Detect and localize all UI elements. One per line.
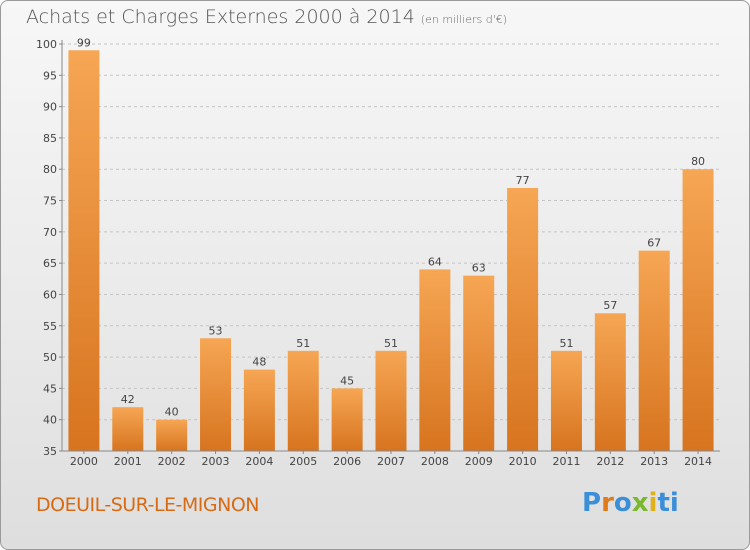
- y-tick-label: 70: [43, 226, 57, 239]
- bar-value-label: 63: [472, 262, 486, 275]
- logo-letter: P: [582, 488, 602, 518]
- bar-value-label: 80: [691, 155, 705, 168]
- x-tick-label: 2005: [289, 455, 317, 468]
- proxiti-logo: Proxiti: [582, 488, 679, 518]
- logo-letter: r: [601, 488, 614, 518]
- y-tick-label: 85: [43, 132, 57, 145]
- bar-value-label: 53: [209, 324, 223, 337]
- bar-value-label: 48: [252, 356, 266, 369]
- bar: [594, 313, 626, 451]
- x-tick-label: 2007: [377, 455, 405, 468]
- y-tick-label: 50: [43, 351, 57, 364]
- bar: [68, 50, 100, 452]
- logo-letter: x: [631, 488, 649, 518]
- bar-value-label: 45: [340, 374, 354, 387]
- bar: [287, 350, 319, 451]
- x-tick-label: 2000: [70, 455, 98, 468]
- x-tick-label: 2011: [552, 455, 580, 468]
- bar: [638, 250, 670, 451]
- x-tick-label: 2004: [245, 455, 273, 468]
- bar: [682, 169, 714, 451]
- bar-value-label: 40: [165, 406, 179, 419]
- y-tick-label: 80: [43, 163, 57, 176]
- bar: [507, 188, 539, 451]
- bar: [550, 350, 582, 451]
- x-tick-label: 2002: [158, 455, 186, 468]
- bar-value-label: 77: [516, 174, 530, 187]
- location-name: DOEUIL-SUR-LE-MIGNON: [36, 494, 260, 516]
- x-tick-label: 2001: [114, 455, 142, 468]
- x-tick-label: 2012: [596, 455, 624, 468]
- bar-value-label: 57: [603, 299, 617, 312]
- bars-group: 99 42 40 53 48 51 45 51 64 63 77 51 57 67 80: [68, 36, 714, 452]
- x-tick-label: 2006: [333, 455, 361, 468]
- bar-value-label: 51: [296, 337, 310, 350]
- logo-letter: o: [613, 488, 632, 518]
- bar: [156, 419, 188, 451]
- axes-group: 35 40 45 50 55 60 65 70 75 80 85 90 95 100 2000 2001 200…: [36, 38, 720, 468]
- x-tick-label: 2008: [421, 455, 449, 468]
- logo-letter: i: [669, 488, 679, 518]
- y-tick-label: 40: [43, 414, 57, 427]
- bar: [375, 350, 407, 451]
- bar: [419, 269, 451, 451]
- y-tick-label: 55: [43, 320, 57, 333]
- bar-value-label: 67: [647, 237, 661, 250]
- chart-title: Achats et Charges Externes 2000 à 2014 (e…: [26, 6, 507, 28]
- bar-value-label: 64: [428, 255, 442, 268]
- logo-letter: t: [657, 488, 670, 518]
- bar-value-label: 51: [559, 337, 573, 350]
- bar: [200, 338, 232, 451]
- y-tick-label: 90: [43, 101, 57, 114]
- chart-title-text: Achats et Charges Externes 2000 à 2014: [26, 6, 415, 28]
- bar-value-label: 42: [121, 393, 135, 406]
- x-tick-label: 2013: [640, 455, 668, 468]
- y-tick-label: 100: [36, 38, 57, 51]
- x-tick-label: 2009: [465, 455, 493, 468]
- y-tick-label: 60: [43, 288, 57, 301]
- x-tick-label: 2010: [509, 455, 537, 468]
- bar-value-label: 99: [77, 36, 91, 49]
- bar: [331, 388, 363, 451]
- bar: [243, 369, 275, 451]
- y-tick-label: 75: [43, 195, 57, 208]
- y-tick-label: 45: [43, 382, 57, 395]
- bar-value-label: 51: [384, 337, 398, 350]
- chart-subtitle: (en milliers d'€): [420, 13, 508, 26]
- x-tick-label: 2003: [202, 455, 230, 468]
- y-tick-label: 35: [43, 445, 57, 458]
- bar: [112, 407, 144, 451]
- bar: [463, 275, 495, 451]
- logo-letter: i: [648, 488, 658, 518]
- x-tick-label: 2014: [684, 455, 712, 468]
- y-tick-label: 65: [43, 257, 57, 270]
- y-tick-label: 95: [43, 69, 57, 82]
